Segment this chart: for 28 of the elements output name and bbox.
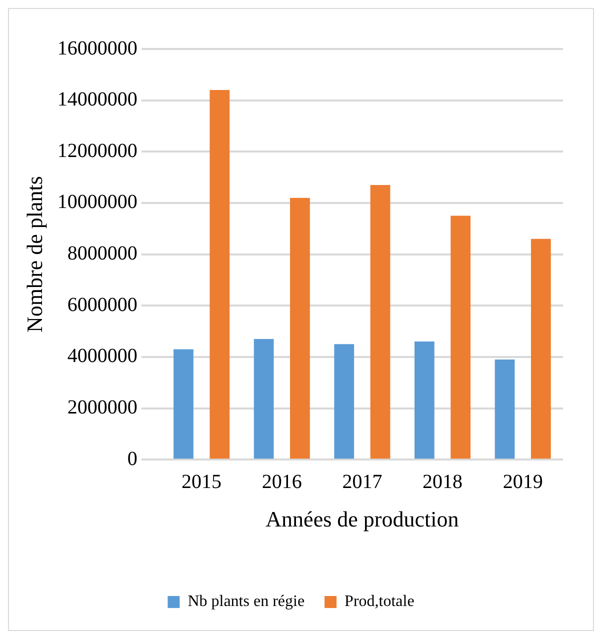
x-tick-label: 2015 bbox=[182, 470, 222, 493]
bar bbox=[334, 344, 354, 459]
y-axis-title: Nombre de plants bbox=[22, 176, 47, 333]
legend-label: Nb plants en régie bbox=[188, 593, 305, 610]
y-tick-label: 6000000 bbox=[67, 294, 138, 316]
y-tick-label: 4000000 bbox=[67, 345, 138, 368]
y-tick-label: 2000000 bbox=[67, 396, 138, 419]
bar bbox=[290, 198, 310, 459]
bar bbox=[530, 238, 551, 459]
y-tick-label: 16000000 bbox=[57, 37, 138, 60]
legend-label: Prod,totale bbox=[344, 593, 414, 610]
y-tick-label: 8000000 bbox=[67, 242, 138, 265]
bar bbox=[450, 216, 471, 459]
y-tick-label: 12000000 bbox=[57, 140, 138, 162]
bar bbox=[254, 338, 274, 459]
y-tick-label: 10000000 bbox=[57, 191, 138, 214]
x-tick-label: 2019 bbox=[502, 470, 543, 493]
x-tick-label: 2016 bbox=[262, 470, 302, 493]
x-tick-label: 2018 bbox=[422, 470, 463, 493]
bar bbox=[370, 185, 390, 459]
y-tick-label: 0 bbox=[127, 448, 138, 470]
bar bbox=[414, 342, 434, 459]
x-axis-title: Années de production bbox=[266, 506, 459, 532]
y-tick-label: 14000000 bbox=[57, 88, 138, 111]
x-tick-label: 2017 bbox=[342, 470, 382, 493]
bar bbox=[494, 360, 515, 459]
bar bbox=[210, 90, 230, 459]
bar bbox=[174, 349, 194, 459]
